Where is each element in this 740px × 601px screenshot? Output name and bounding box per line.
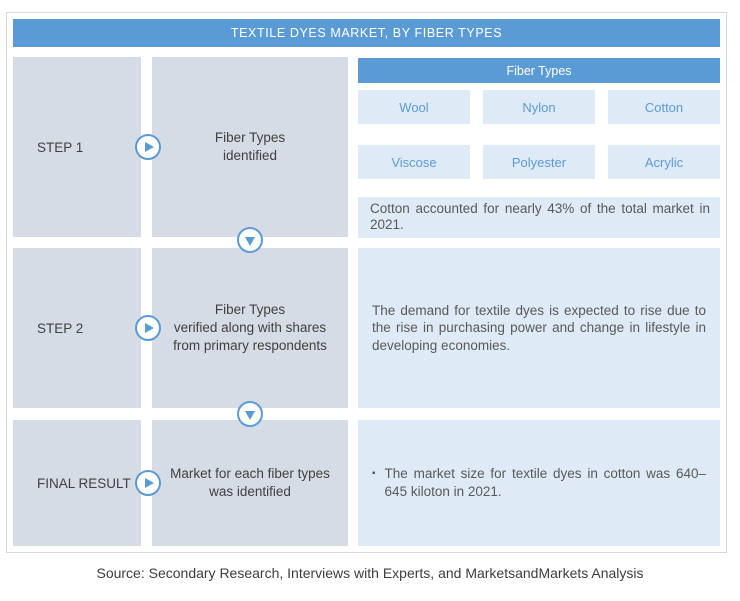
cotton-share-note: Cotton accounted for nearly 43% of the t…	[358, 197, 720, 238]
diagram-title-bar: TEXTILE DYES MARKET, BY FIBER TYPES	[13, 19, 720, 47]
fiber-chip-acrylic: Acrylic	[608, 145, 720, 179]
final-result-bullet-item: ▪ The market size for textile dyes in co…	[372, 465, 706, 500]
step2-description-box: Fiber Types verified along with shares f…	[152, 248, 348, 408]
right-arrow-triangle	[145, 142, 154, 152]
fiber-chip-viscose-label: Viscose	[391, 154, 437, 170]
step1-description-box: Fiber Types identified	[152, 57, 348, 237]
right-arrow-triangle	[145, 478, 154, 488]
fiber-chip-viscose: Viscose	[358, 145, 470, 179]
step1-label-box: STEP 1	[13, 57, 141, 237]
fiber-chip-wool-label: Wool	[399, 99, 429, 115]
square-bullet-icon: ▪	[372, 468, 376, 480]
fiber-chip-wool: Wool	[358, 90, 470, 124]
fiber-chip-nylon-label: Nylon	[522, 99, 556, 115]
fiber-types-title: Fiber Types	[506, 63, 572, 78]
down-arrow-triangle	[245, 411, 255, 420]
final-result-label: FINAL RESULT	[37, 475, 131, 491]
source-attribution: Source: Secondary Research, Interviews w…	[96, 565, 644, 581]
right-arrow-icon	[135, 470, 161, 496]
right-arrow-icon	[135, 315, 161, 341]
step2-insight-panel: The demand for textile dyes is expected …	[358, 248, 720, 408]
fiber-chip-cotton-label: Cotton	[644, 99, 684, 115]
right-arrow-icon	[135, 134, 161, 160]
fiber-types-header: Fiber Types	[358, 58, 720, 83]
step1-description: Fiber Types identified	[214, 129, 286, 163]
step2-label: STEP 2	[37, 320, 84, 336]
step1-label: STEP 1	[37, 139, 84, 155]
fiber-chip-cotton: Cotton	[608, 90, 720, 124]
final-result-label-box: FINAL RESULT	[13, 420, 141, 546]
down-arrow-triangle	[245, 237, 255, 246]
fiber-chip-polyester: Polyester	[483, 145, 595, 179]
diagram-title: TEXTILE DYES MARKET, BY FIBER TYPES	[230, 26, 503, 40]
final-result-description-box: Market for each fiber types was identifi…	[152, 420, 348, 546]
final-result-insight-panel: ▪ The market size for textile dyes in co…	[358, 420, 720, 546]
right-arrow-triangle	[145, 323, 154, 333]
final-result-insight-text: The market size for textile dyes in cott…	[384, 466, 706, 499]
step2-insight-text: The demand for textile dyes is expected …	[372, 302, 706, 353]
step2-description: Fiber Types verified along with shares f…	[173, 301, 327, 354]
down-arrow-icon	[237, 401, 263, 427]
final-result-description: Market for each fiber types was identifi…	[170, 465, 330, 499]
down-arrow-icon	[237, 227, 263, 253]
fiber-chip-polyester-label: Polyester	[511, 154, 567, 170]
step2-label-box: STEP 2	[13, 248, 141, 408]
fiber-chip-acrylic-label: Acrylic	[644, 154, 684, 170]
fiber-chip-nylon: Nylon	[483, 90, 595, 124]
